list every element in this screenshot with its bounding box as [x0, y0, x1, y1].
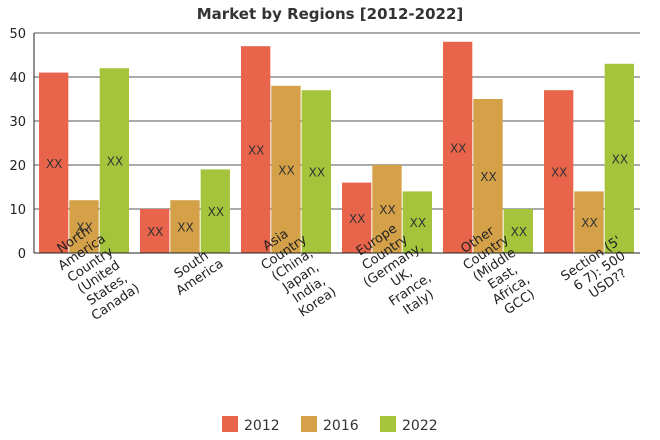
data-label: XX [410, 216, 426, 230]
chart-title: Market by Regions [2012-2022] [197, 5, 464, 23]
data-label: XX [511, 225, 527, 239]
bar-2012-0 [39, 72, 69, 253]
bar-2022-5 [604, 63, 634, 253]
legend-swatch-2022 [380, 416, 396, 432]
data-label: XX [46, 157, 62, 171]
bar-2012-3 [342, 182, 372, 253]
legend-label: 2022 [402, 418, 438, 434]
grid-lines [34, 32, 640, 210]
legend-label: 2016 [323, 418, 359, 434]
data-label: XX [278, 163, 294, 177]
bar-2012-4 [443, 41, 473, 253]
bar-2016-2 [271, 85, 301, 253]
data-label: XX [248, 144, 264, 158]
y-tick-label: 50 [9, 27, 26, 42]
data-label: XX [379, 203, 395, 217]
legend-label: 2012 [244, 418, 280, 434]
data-label: XX [450, 141, 466, 155]
legend-swatch-2012 [222, 416, 238, 432]
data-label: XX [480, 170, 496, 184]
data-label: XX [76, 221, 92, 235]
legend-swatch-2016 [301, 416, 317, 432]
bar-2022-4 [503, 209, 533, 253]
bar-2022-3 [402, 191, 432, 253]
y-axis-ticks: 0 10 20 30 40 50 [9, 27, 26, 262]
bar-2012-2 [241, 46, 271, 254]
legend: 2012 2016 2022 [222, 416, 438, 434]
y-tick-label: 40 [9, 71, 26, 86]
bar-2016-0 [69, 200, 99, 253]
data-label: XX [177, 221, 193, 235]
y-tick-label: 20 [9, 159, 26, 174]
data-label: XX [208, 205, 224, 219]
data-label: XX [612, 152, 628, 166]
y-tick-label: 0 [18, 247, 26, 262]
bar-2016-1 [170, 200, 200, 253]
bar-2016-3 [372, 165, 402, 253]
y-tick-label: 30 [9, 115, 26, 130]
y-tick-label: 10 [9, 203, 26, 218]
bar-2022-1 [200, 169, 230, 253]
data-label: XX [581, 216, 597, 230]
bar-2012-5 [544, 90, 574, 253]
bar-2022-0 [99, 68, 129, 253]
data-label: XX [309, 166, 325, 180]
data-labels: XX XX XX XX XX XX XX XX XX XX XX XX XX XX XX XX XX XX [46, 141, 628, 239]
data-label: XX [551, 166, 567, 180]
bar-2016-5 [574, 191, 604, 253]
data-label: XX [349, 212, 365, 226]
data-label: XX [147, 225, 163, 239]
bar-2016-4 [473, 99, 503, 253]
bar-2012-1 [140, 209, 170, 253]
bars [39, 41, 634, 254]
bar-2022-2 [301, 90, 331, 253]
data-label: XX [107, 155, 123, 169]
